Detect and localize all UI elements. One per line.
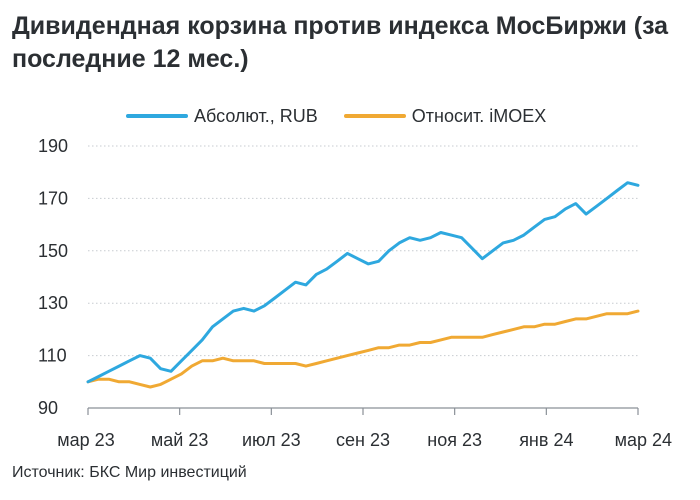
y-tick-label: 110: [38, 346, 67, 366]
x-tick-label: янв 24: [519, 430, 573, 450]
legend-label-absolute: Абсолют., RUB: [194, 105, 318, 126]
source-note: Источник: БКС Мир инвестиций: [12, 464, 247, 481]
legend-swatch-absolute: [126, 114, 188, 118]
x-tick-label: сен 23: [336, 430, 390, 450]
x-tick-label: июл 23: [242, 430, 301, 450]
x-tick-label: мар 23: [57, 430, 114, 450]
chart-legend: Абсолют., RUB Относит. iMOEX: [126, 104, 572, 128]
x-tick-label: май 23: [151, 430, 208, 450]
legend-label-relative: Относит. iMOEX: [411, 105, 547, 126]
x-tick-label: ноя 23: [427, 430, 482, 450]
series-line-relative: [86, 309, 640, 389]
series-line-absolute: [86, 181, 640, 384]
y-tick-label: 150: [38, 241, 68, 261]
y-tick-label: 90: [38, 398, 58, 418]
x-tick-label: мар 24: [615, 430, 672, 450]
y-tick-label: 130: [38, 293, 68, 313]
legend-item-absolute: Абсолют., RUB: [126, 106, 318, 127]
y-tick-label: 170: [38, 188, 68, 208]
legend-swatch-relative: [343, 114, 406, 118]
chart-title: Дивидендная корзина против индекса МосБи…: [12, 12, 669, 73]
y-tick-label: 190: [38, 136, 68, 156]
legend-item-relative: Относит. iMOEX: [343, 105, 547, 127]
